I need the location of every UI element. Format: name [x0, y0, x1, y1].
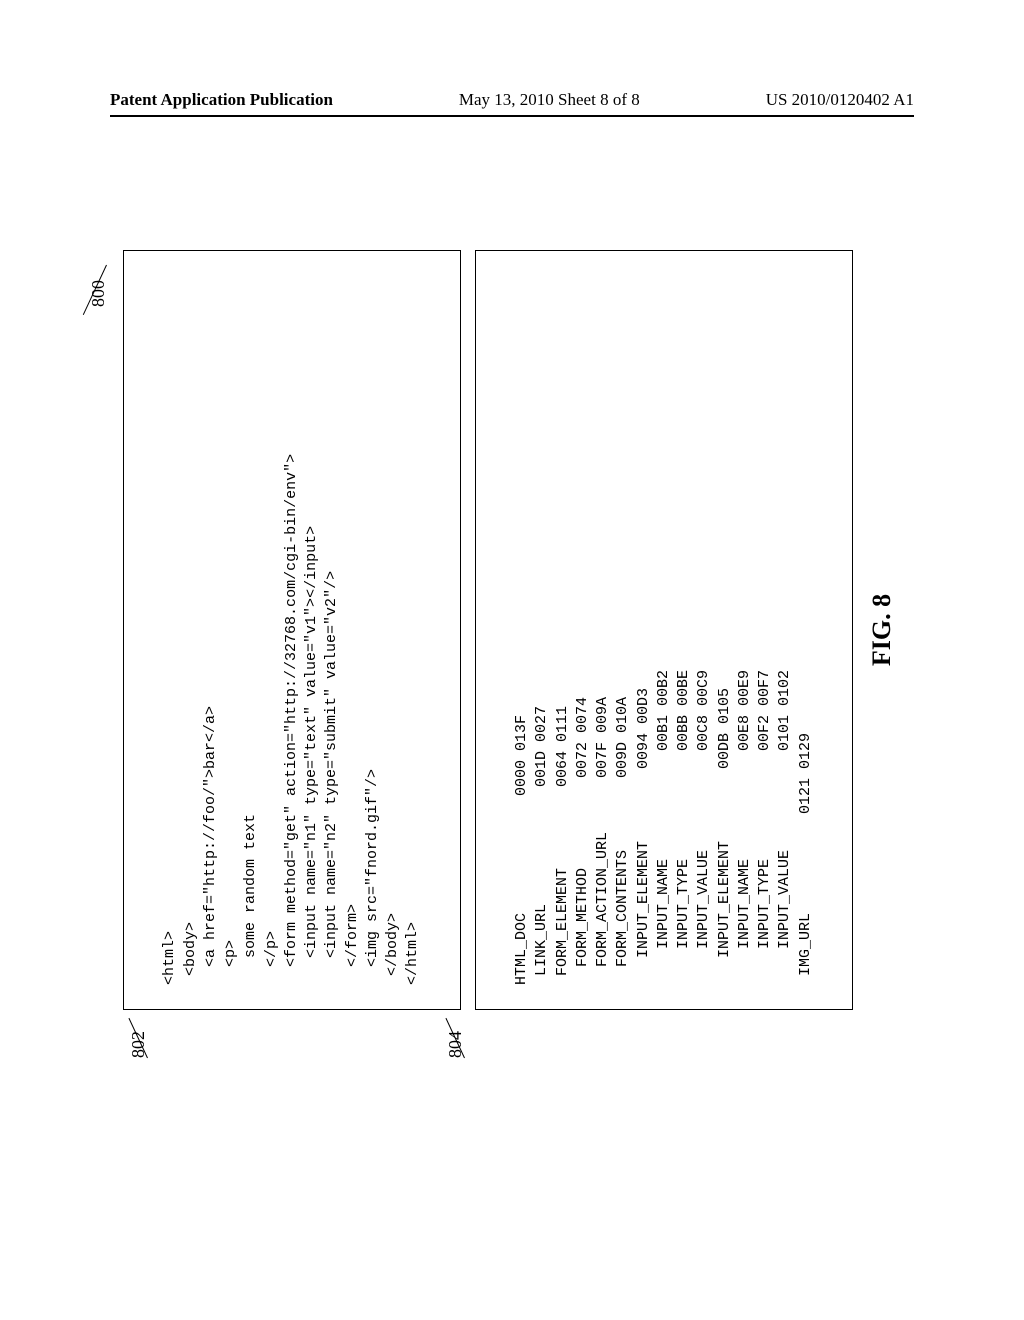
code-line: INPUT_ELEMENT 0094 00D3 [635, 688, 652, 985]
code-line: INPUT_TYPE 00BB 00BE [675, 670, 692, 985]
page-header: Patent Application Publication May 13, 2… [0, 90, 1024, 110]
code-line: HTML_DOC 0000 013F [513, 715, 530, 985]
figure-rotated: 800 802 804 <html> <body> <a href="http:… [123, 250, 897, 1010]
code-line: INPUT_NAME 00E8 00E9 [736, 670, 753, 985]
code-line: INPUT_TYPE 00F2 00F7 [756, 670, 773, 985]
header-date-sheet: May 13, 2010 Sheet 8 of 8 [459, 90, 640, 110]
code-line: <html> [161, 931, 178, 985]
code-line: <p> [222, 940, 239, 985]
ref-label-800: 800 [88, 280, 109, 307]
figure-caption: FIG. 8 [867, 250, 897, 1010]
header-publication: Patent Application Publication [110, 90, 333, 110]
code-line: INPUT_VALUE 00C8 00C9 [695, 670, 712, 985]
code-line: INPUT_NAME 00B1 00B2 [655, 670, 672, 985]
code-line: FORM_CONTENTS 009D 010A [614, 697, 631, 985]
code-line: <input name="n1" type="text" value="v1">… [303, 526, 320, 985]
code-line: INPUT_ELEMENT 00DB 0105 [716, 688, 733, 985]
header-pubnumber: US 2010/0120402 A1 [766, 90, 914, 110]
code-line: IMG_URL 0121 0129 [797, 733, 814, 985]
code-box-802: <html> <body> <a href="http://foo/">bar<… [123, 250, 461, 1010]
header-rule [110, 115, 914, 117]
code-line: <a href="http://foo/">bar</a> [202, 706, 219, 985]
code-line: LINK_URL 001D 0027 [533, 706, 550, 985]
code-line: INPUT_VALUE 0101 0102 [776, 670, 793, 985]
figure-container: 800 802 804 <html> <body> <a href="http:… [155, 250, 865, 1010]
code-line: FORM_ACTION_URL 007F 009A [594, 697, 611, 985]
code-line: <input name="n2" type="submit" value="v2… [323, 571, 340, 985]
code-line: </html> [404, 922, 421, 985]
code-box-804: HTML_DOC 0000 013F LINK_URL 001D 0027 FO… [475, 250, 853, 1010]
code-line: </body> [384, 913, 401, 985]
code-line: <form method="get" action="http://32768.… [283, 454, 300, 985]
code-line: <img src="fnord.gif"/> [364, 769, 381, 985]
code-line: FORM_ELEMENT 0064 0111 [554, 706, 571, 985]
code-line: </p> [263, 931, 280, 985]
code-line: some random text [242, 814, 259, 985]
code-line: <body> [182, 922, 199, 985]
code-line: </form> [344, 904, 361, 985]
code-line: FORM_METHOD 0072 0074 [574, 697, 591, 985]
